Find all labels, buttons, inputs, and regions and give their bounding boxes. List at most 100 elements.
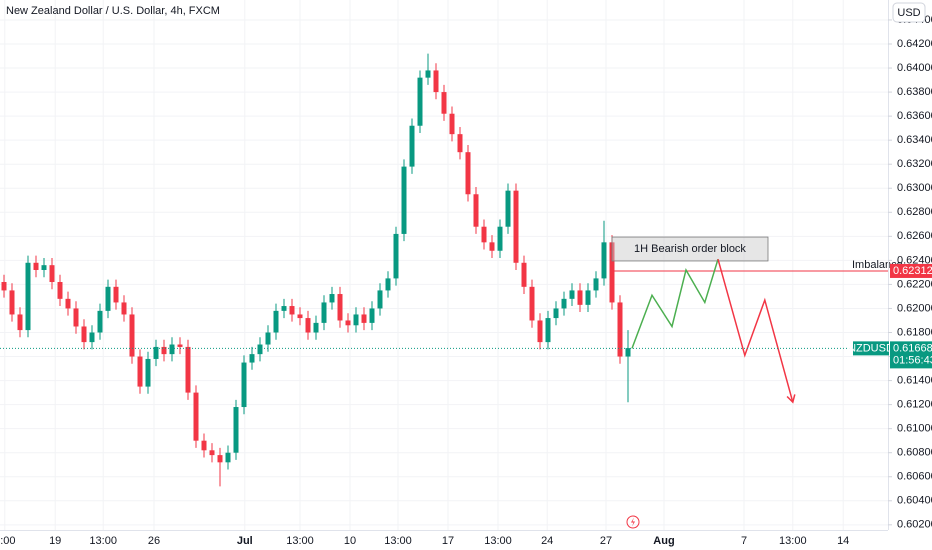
candle xyxy=(121,295,127,322)
last-price-box xyxy=(890,341,932,369)
candle-body xyxy=(321,302,327,323)
candle xyxy=(393,226,399,286)
candle xyxy=(529,279,535,328)
candle-body xyxy=(41,265,47,270)
candle xyxy=(17,307,23,338)
projection-path xyxy=(631,258,719,349)
candle-body xyxy=(145,358,151,387)
candle-body xyxy=(97,310,103,333)
projection-path xyxy=(717,258,796,404)
candle-body xyxy=(433,70,439,93)
x-tick-label: 13:00 xyxy=(286,535,314,547)
candle-body xyxy=(265,332,271,345)
replay-icon-bolt[interactable] xyxy=(631,517,635,527)
currency-button[interactable]: USD xyxy=(892,2,926,23)
candle xyxy=(193,385,199,448)
candle-body xyxy=(17,314,23,331)
candle xyxy=(33,255,39,278)
chart-title: New Zealand Dollar / U.S. Dollar, 4h, FX… xyxy=(6,5,220,17)
candle xyxy=(185,339,191,400)
candle xyxy=(417,70,423,133)
candle xyxy=(89,325,95,350)
candle xyxy=(585,283,591,313)
replay-icon[interactable] xyxy=(626,515,640,529)
candle xyxy=(345,313,351,333)
candle xyxy=(97,303,103,340)
candle xyxy=(577,283,583,313)
candle-body xyxy=(209,450,215,456)
candle-body xyxy=(105,286,111,311)
candle xyxy=(353,307,359,333)
candle xyxy=(289,298,295,322)
candle-body xyxy=(49,265,55,283)
currency-button-label[interactable]: USD xyxy=(897,7,920,19)
candle xyxy=(137,349,143,394)
x-tick-label: 7 xyxy=(741,535,747,547)
candle xyxy=(233,399,239,460)
candle-body xyxy=(345,320,351,326)
candle xyxy=(457,126,463,160)
candle-body xyxy=(81,326,87,343)
candle-body xyxy=(393,233,399,279)
candle xyxy=(313,315,319,340)
candle xyxy=(65,291,71,316)
candle xyxy=(489,235,495,258)
candle-body xyxy=(217,455,223,463)
candle-body xyxy=(289,306,295,315)
candle-body xyxy=(593,278,599,291)
x-tick-label: Aug xyxy=(653,535,674,547)
candle-body xyxy=(425,70,431,78)
candle-body xyxy=(465,152,471,195)
candle xyxy=(561,291,567,316)
candle xyxy=(521,255,527,295)
candle-body xyxy=(521,262,527,287)
candle-body xyxy=(1,282,7,291)
candle-body xyxy=(89,332,95,343)
candle xyxy=(177,337,183,355)
candle-body xyxy=(497,226,503,251)
imbalance-price-label: 0.62312 xyxy=(893,265,932,277)
candle-body xyxy=(297,314,303,319)
x-tick-label: 19 xyxy=(49,535,61,547)
candle xyxy=(361,307,367,331)
candle xyxy=(377,283,383,316)
candle-body xyxy=(625,348,631,357)
currency-button-box[interactable] xyxy=(892,2,926,23)
candle xyxy=(57,274,63,307)
candle xyxy=(553,301,559,326)
candle-body xyxy=(369,308,375,323)
candle xyxy=(569,283,575,307)
order-block-label: 1H Bearish order block xyxy=(634,243,746,255)
x-tick-label: 13:00 xyxy=(484,535,512,547)
candle xyxy=(217,447,223,487)
candle-body xyxy=(337,294,343,321)
candle xyxy=(401,159,407,242)
candle xyxy=(9,283,15,322)
candle-body xyxy=(281,306,287,311)
candle xyxy=(369,301,375,331)
replay-icon-circle[interactable] xyxy=(626,515,640,529)
candle-body xyxy=(553,308,559,319)
candle-body xyxy=(25,262,31,331)
candle xyxy=(161,339,167,362)
candle xyxy=(257,337,263,362)
y-tick-label: 0.64200 xyxy=(897,38,932,50)
candle-body xyxy=(609,242,615,303)
candle-body xyxy=(569,290,575,299)
x-tick-label: 14 xyxy=(837,535,849,547)
candle xyxy=(201,433,207,458)
candle xyxy=(441,84,447,121)
candle xyxy=(601,220,607,286)
candle xyxy=(537,313,543,350)
